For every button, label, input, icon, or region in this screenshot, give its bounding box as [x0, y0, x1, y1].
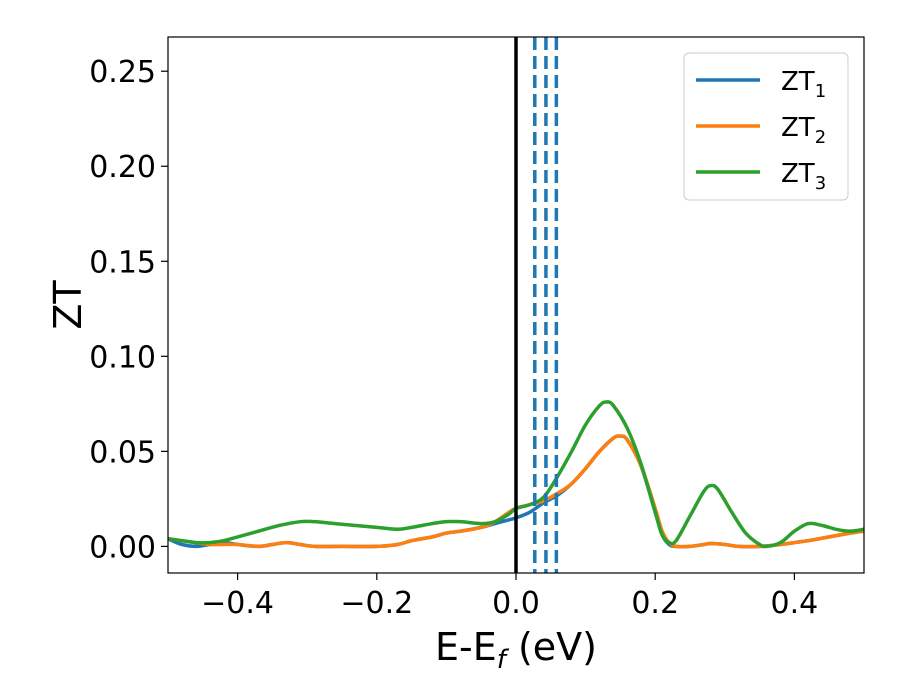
x-tick-label: 0.0: [492, 586, 540, 621]
legend: ZT1 ZT2 ZT3: [683, 52, 849, 201]
legend-label-zt2: ZT2: [781, 113, 826, 148]
y-tick-label: 0.00: [89, 530, 156, 565]
x-tick-label: −0.4: [201, 586, 274, 621]
legend-box: [683, 52, 849, 201]
series-layer: [168, 400, 864, 549]
y-tick-label: 0.25: [89, 55, 156, 90]
series-line-zt2: [168, 434, 864, 549]
y-tick-label: 0.10: [89, 340, 156, 375]
y-tick-label: 0.05: [89, 435, 156, 470]
legend-label-zt3: ZT3: [781, 159, 826, 194]
legend-label-zt1: ZT1: [781, 67, 826, 102]
x-tick-label: 0.2: [631, 586, 679, 621]
x-axis-label: E-Ef (eV): [435, 625, 597, 675]
series-line-zt3: [168, 400, 864, 549]
y-tick-label: 0.15: [89, 245, 156, 280]
vline-layer: [514, 37, 559, 573]
x-tick-label: −0.2: [340, 586, 413, 621]
y-axis: 0.00 0.05 0.10 0.15 0.20 0.25: [89, 55, 168, 565]
y-tick-label: 0.20: [89, 150, 156, 185]
y-axis-label: ZT: [46, 280, 90, 330]
x-tick-label: 0.4: [771, 586, 819, 621]
x-axis: −0.4 −0.2 0.0 0.2 0.4: [201, 573, 818, 621]
